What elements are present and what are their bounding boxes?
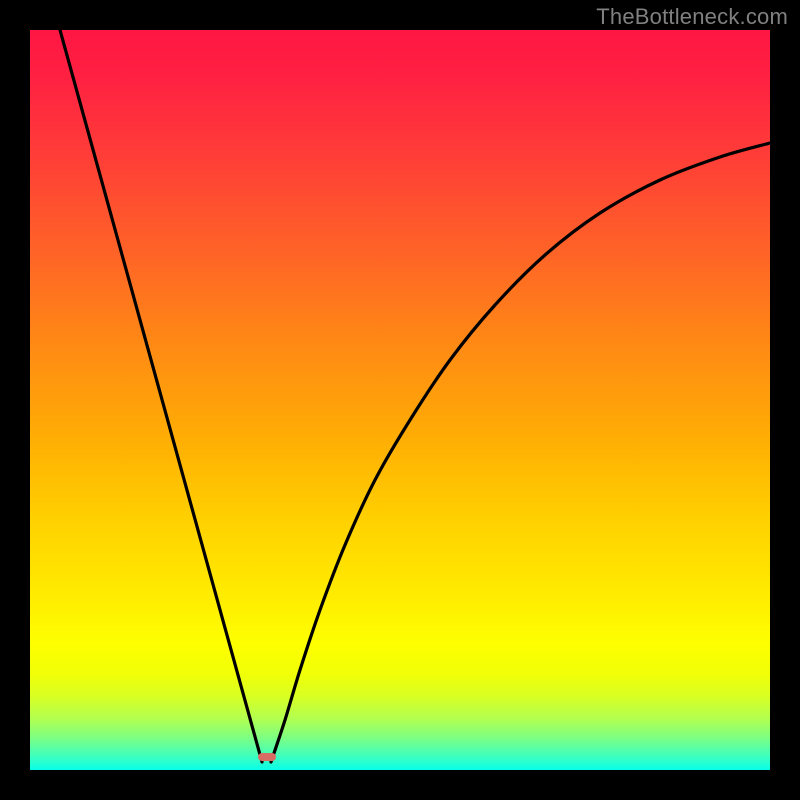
watermark-text: TheBottleneck.com <box>596 4 788 30</box>
background-gradient <box>30 30 770 770</box>
minimum-marker <box>258 753 276 761</box>
chart-frame: TheBottleneck.com <box>0 0 800 800</box>
plot-area <box>30 30 770 770</box>
